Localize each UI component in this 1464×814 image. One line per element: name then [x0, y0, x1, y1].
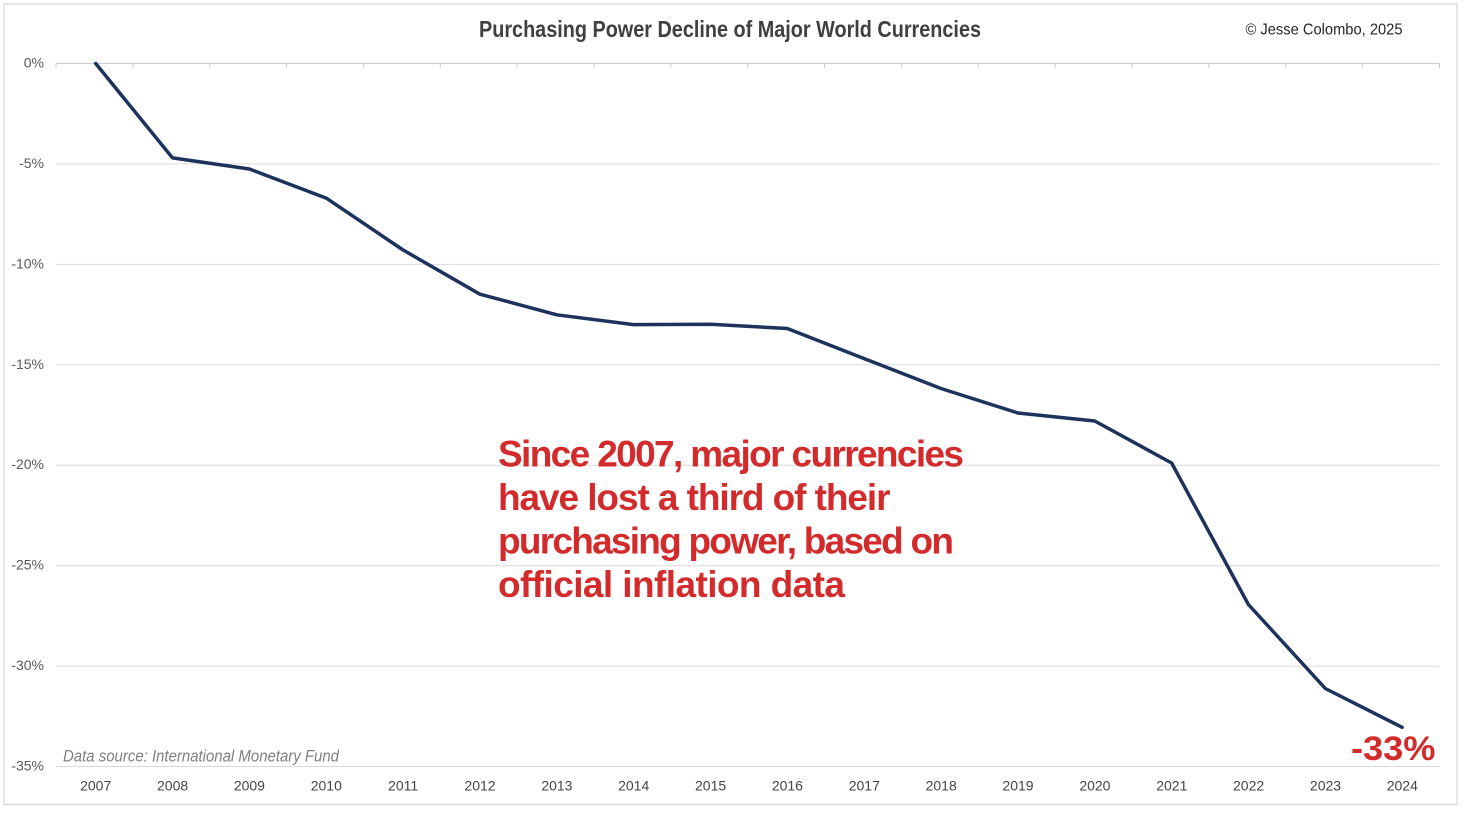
svg-text:purchasing power, based on: purchasing power, based on [498, 520, 954, 561]
svg-text:-33%: -33% [1351, 730, 1436, 768]
svg-text:2008: 2008 [157, 778, 188, 794]
svg-text:2013: 2013 [541, 778, 572, 794]
svg-text:-20%: -20% [11, 456, 44, 472]
svg-text:2009: 2009 [234, 778, 265, 794]
svg-text:2015: 2015 [695, 778, 726, 794]
svg-text:-30%: -30% [11, 657, 44, 673]
svg-text:2019: 2019 [1002, 778, 1033, 794]
svg-text:2021: 2021 [1156, 778, 1187, 794]
svg-text:2017: 2017 [849, 778, 880, 794]
svg-text:Data source: International Mon: Data source: International Monetary Fund [63, 748, 340, 766]
svg-text:0%: 0% [24, 55, 44, 71]
svg-text:2012: 2012 [464, 778, 495, 794]
svg-text:2010: 2010 [311, 778, 342, 794]
svg-text:2014: 2014 [618, 778, 649, 794]
svg-text:-5%: -5% [19, 155, 44, 171]
svg-text:-35%: -35% [11, 758, 44, 774]
svg-text:-15%: -15% [11, 356, 44, 372]
svg-text:2011: 2011 [388, 778, 418, 794]
svg-text:official inflation data: official inflation data [498, 564, 845, 605]
svg-text:2016: 2016 [772, 778, 803, 794]
svg-text:2022: 2022 [1233, 778, 1264, 794]
svg-text:© Jesse Colombo, 2025: © Jesse Colombo, 2025 [1246, 21, 1403, 38]
svg-text:2024: 2024 [1387, 778, 1418, 794]
svg-text:2023: 2023 [1310, 778, 1341, 794]
svg-text:Since 2007, major currencies: Since 2007, major currencies [498, 433, 964, 474]
svg-text:have lost a third of their: have lost a third of their [498, 477, 891, 518]
svg-text:2007: 2007 [80, 778, 111, 794]
svg-text:2018: 2018 [926, 778, 957, 794]
svg-text:Purchasing Power Decline of Ma: Purchasing Power Decline of Major World … [479, 16, 981, 42]
svg-text:2020: 2020 [1079, 778, 1110, 794]
svg-text:-25%: -25% [11, 557, 44, 573]
svg-text:-10%: -10% [11, 255, 44, 271]
